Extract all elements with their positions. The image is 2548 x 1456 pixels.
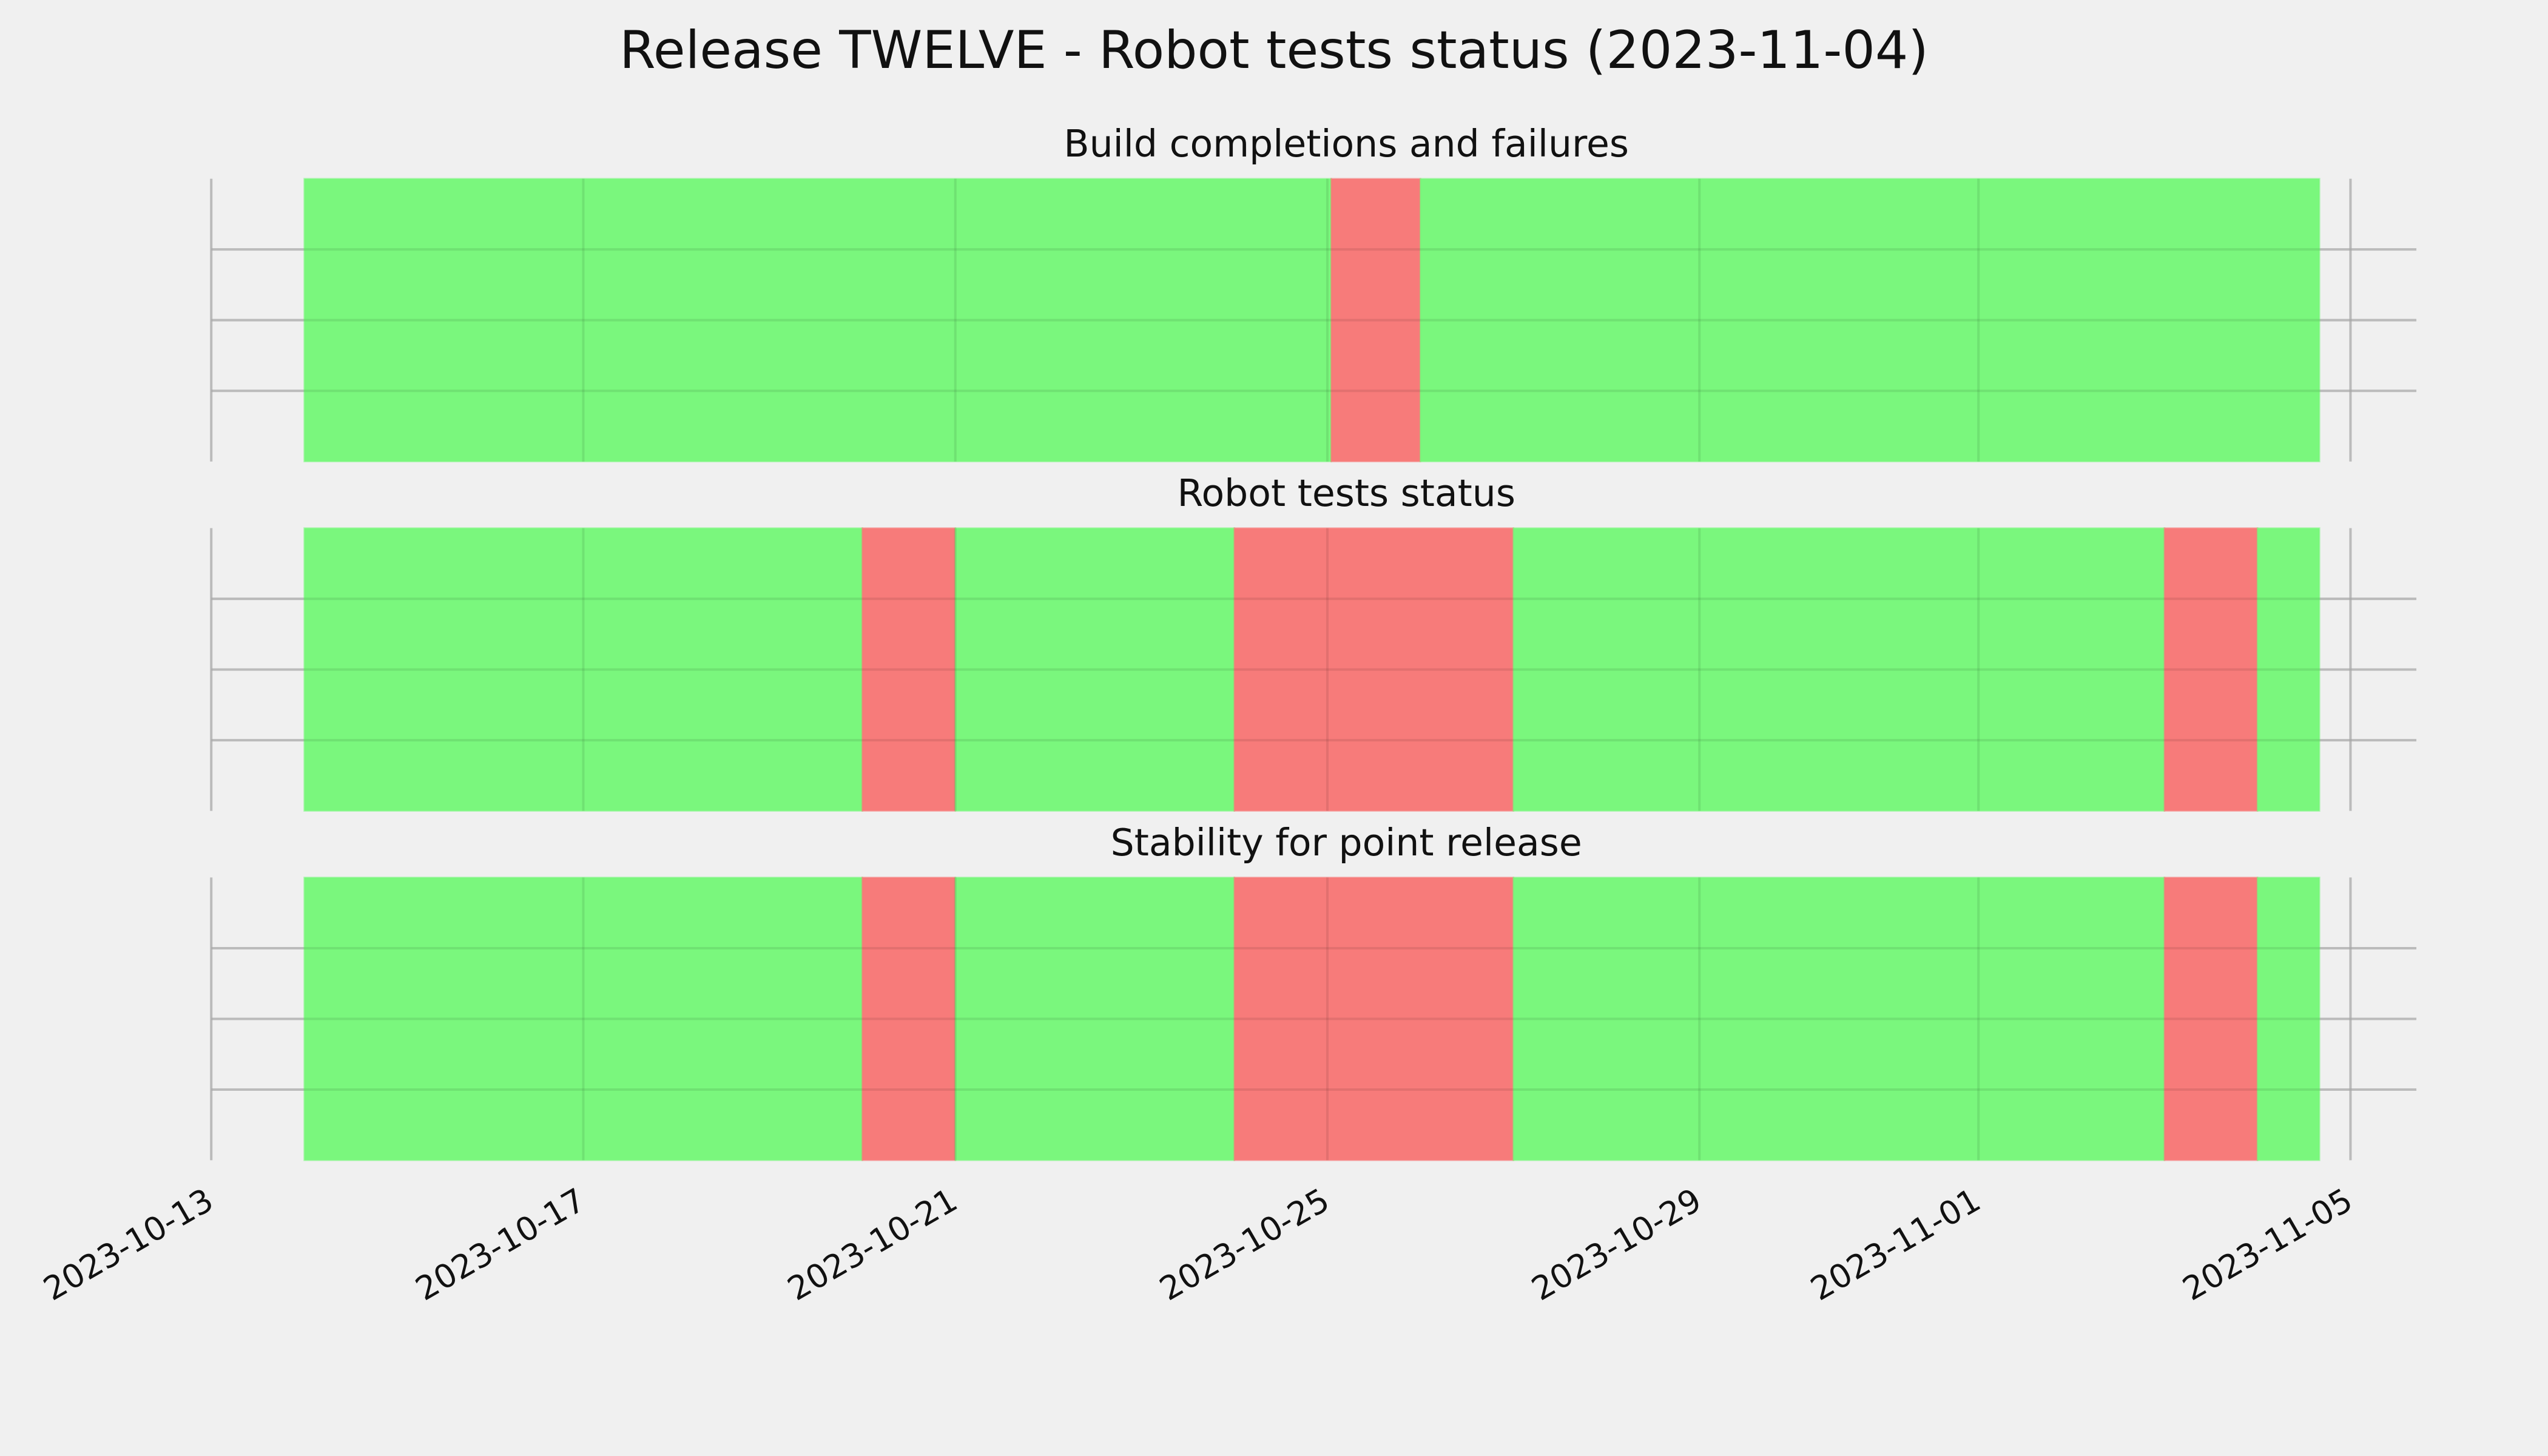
status-segment (303, 178, 1332, 463)
panel-title: Stability for point release (1111, 821, 1582, 864)
status-segment (2163, 877, 2259, 1161)
status-segment (2256, 877, 2320, 1161)
chart-title: Release TWELVE - Robot tests status (202… (619, 20, 1929, 81)
status-segment (1233, 527, 1514, 812)
panel-title: Build completions and failures (1063, 122, 1629, 166)
status-segment (303, 877, 863, 1161)
status-segment (954, 877, 1236, 1161)
status-segment (1512, 877, 2166, 1161)
status-segment (1512, 527, 2166, 812)
status-segment (1330, 178, 1421, 463)
status-segment (861, 527, 957, 812)
status-segment (861, 877, 957, 1161)
status-segment (954, 527, 1236, 812)
status-segment (303, 527, 863, 812)
status-segment (1419, 178, 2320, 463)
status-segment (2256, 527, 2320, 812)
status-segment (1233, 877, 1514, 1161)
status-segment (2163, 527, 2259, 812)
panel-title: Robot tests status (1177, 471, 1515, 515)
